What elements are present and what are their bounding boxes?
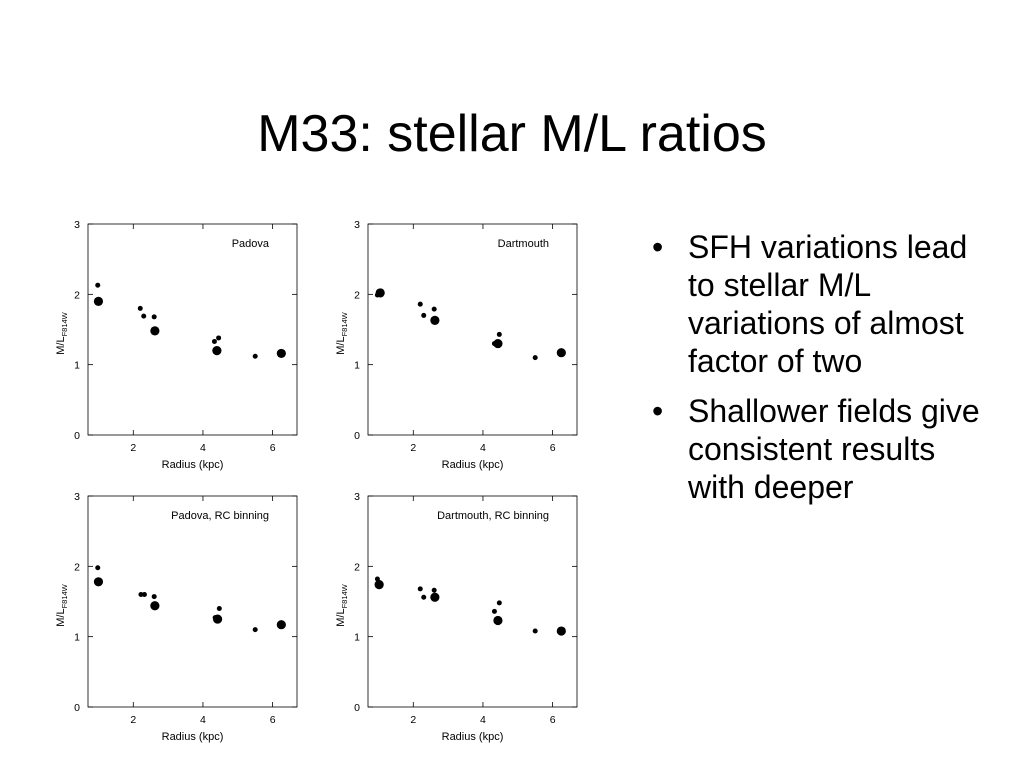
x-axis-label: Radius (kpc) (442, 731, 504, 743)
y-tick-label: 2 (74, 289, 80, 301)
y-tick-label: 0 (354, 702, 360, 714)
data-point (141, 313, 147, 319)
panel-title: Padova, RC binning (171, 510, 269, 522)
y-axis-label: M/LF814W (335, 583, 349, 626)
data-point (276, 348, 286, 359)
x-tick-label: 4 (200, 442, 206, 454)
chart-panel: 2 4 6 0 1 2 3 Dartmouth, RC binning Radius (kpc)… (335, 491, 578, 743)
x-tick-label: 6 (270, 442, 276, 454)
bullet-text: Shallower fields give consistent results… (688, 393, 980, 505)
data-point (374, 580, 384, 590)
slide-title: M33: stellar M/L ratios (257, 105, 767, 163)
data-point (375, 288, 385, 298)
plot-frame (87, 495, 298, 708)
x-axis-label: Radius (kpc) (162, 731, 224, 743)
data-point (556, 626, 566, 636)
data-point (417, 301, 423, 307)
data-point (491, 608, 497, 614)
y-tick-label: 1 (354, 632, 360, 644)
x-tick-label: 2 (410, 442, 416, 454)
y-tick-label: 2 (74, 561, 80, 573)
plot-frame (367, 495, 578, 708)
data-point (137, 305, 143, 311)
data-point (95, 565, 101, 571)
y-tick-label: 3 (354, 219, 360, 231)
panel-title: Dartmouth (498, 238, 549, 250)
panel-title: Padova (232, 238, 270, 250)
x-tick-label: 2 (130, 714, 136, 726)
y-tick-label: 1 (354, 360, 360, 372)
y-axis-label: M/LF814W (55, 311, 69, 354)
bullet-list: • SFH variations lead to stellar M/L var… (648, 228, 988, 518)
data-point (431, 306, 437, 312)
bullet-glyph: • (652, 229, 664, 265)
data-point (421, 594, 427, 600)
x-tick-label: 6 (550, 714, 556, 726)
data-point (211, 338, 217, 344)
data-point (151, 594, 157, 600)
y-tick-label: 3 (74, 491, 80, 503)
data-point (93, 296, 104, 306)
data-point (430, 592, 440, 602)
y-tick-label: 3 (74, 219, 80, 231)
y-tick-label: 3 (354, 491, 360, 503)
y-tick-label: 1 (74, 360, 80, 372)
panel-title: Dartmouth, RC binning (437, 510, 549, 522)
x-tick-label: 6 (550, 442, 556, 454)
x-tick-label: 2 (130, 442, 136, 454)
chart-panel: 2 4 6 0 1 2 3 Padova, RC binning Radius (kpc) M/L… (55, 491, 298, 743)
data-point (276, 620, 286, 630)
y-tick-label: 0 (74, 702, 80, 714)
data-point (252, 353, 258, 359)
data-point (417, 586, 423, 592)
plot-grid: 2 4 6 0 1 2 3 Padova Radius (kpc) M/LF814W 2 4 6 0 1 2 3… (48, 210, 608, 760)
data-point (150, 326, 160, 336)
data-point (431, 587, 437, 593)
data-point (150, 601, 160, 611)
x-axis-label: Radius (kpc) (162, 459, 224, 471)
bullet-glyph: • (652, 393, 664, 429)
plot-frame (87, 223, 298, 436)
y-tick-label: 2 (354, 289, 360, 301)
y-tick-label: 2 (354, 561, 360, 573)
data-point (95, 282, 101, 288)
x-axis-label: Radius (kpc) (442, 459, 504, 471)
data-point (496, 331, 502, 337)
data-point (430, 315, 440, 325)
data-point (212, 346, 222, 356)
x-tick-label: 4 (480, 442, 486, 454)
bullet-item: • SFH variations lead to stellar M/L var… (648, 228, 988, 380)
x-tick-label: 4 (200, 714, 206, 726)
bullet-text: SFH variations lead to stellar M/L varia… (688, 229, 968, 379)
data-point (421, 312, 427, 318)
y-axis-label: M/LF814W (55, 583, 69, 626)
data-point (216, 606, 222, 612)
x-tick-label: 4 (480, 714, 486, 726)
y-tick-label: 0 (74, 430, 80, 442)
chart-panel: 2 4 6 0 1 2 3 Dartmouth Radius (kpc) M/LF814W (335, 219, 578, 471)
data-point (138, 591, 144, 597)
data-point (252, 627, 258, 633)
data-point (216, 335, 222, 341)
data-point (556, 348, 566, 358)
data-point (493, 615, 503, 626)
x-tick-label: 2 (410, 714, 416, 726)
data-point (212, 614, 223, 624)
plot-frame (367, 223, 578, 436)
y-axis-label: M/LF814W (335, 311, 349, 354)
data-point (141, 591, 147, 597)
data-point (496, 600, 502, 606)
data-point (493, 338, 503, 349)
x-tick-label: 6 (270, 714, 276, 726)
y-tick-label: 1 (74, 632, 80, 644)
chart-panel: 2 4 6 0 1 2 3 Padova Radius (kpc) M/LF814W (55, 219, 298, 471)
bullet-item: • Shallower fields give consistent resul… (648, 392, 988, 506)
data-point (151, 314, 157, 320)
data-point (532, 628, 538, 634)
data-point (93, 577, 104, 587)
data-point (532, 355, 538, 361)
scatter-plots: 2 4 6 0 1 2 3 Padova Radius (kpc) M/LF814W 2 4 6 0 1 2 3… (55, 219, 578, 743)
y-tick-label: 0 (354, 430, 360, 442)
